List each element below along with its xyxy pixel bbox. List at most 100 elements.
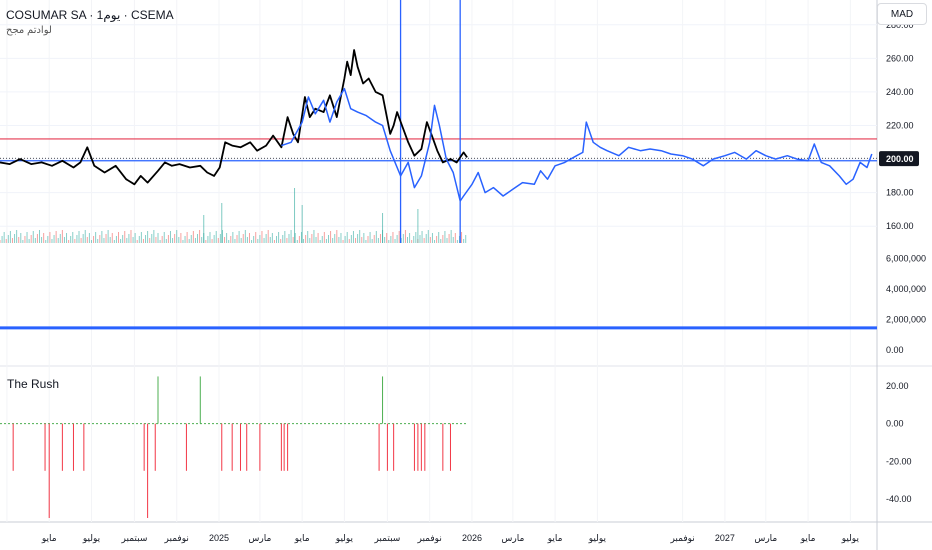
volume-bar (32, 231, 34, 243)
volume-bar (9, 231, 11, 243)
rush-tick-label: 0.00 (886, 419, 904, 429)
volume-bar (149, 238, 151, 243)
volume-bar (398, 231, 400, 243)
time-tick-label: يوليو (588, 533, 607, 543)
volume-bar (436, 236, 438, 243)
volume-bar (236, 235, 238, 243)
volume-bar (57, 238, 59, 243)
volume-bar (194, 238, 196, 243)
volume-bar (315, 237, 317, 243)
projection-line (281, 87, 873, 202)
volume-bar (334, 234, 336, 243)
volume-bar (434, 240, 436, 243)
volume-bar (321, 236, 323, 243)
volume-bar (282, 235, 284, 243)
volume-bar (357, 234, 359, 243)
volume-bar (332, 238, 334, 243)
volume-bar (115, 236, 117, 243)
volume-bar (344, 236, 346, 243)
volume-bar (415, 232, 417, 243)
volume-bar (257, 239, 259, 243)
volume-bar (109, 237, 111, 243)
volume-bar (363, 233, 365, 243)
time-tick-label: نوفمبر (417, 533, 442, 543)
volume-bar (390, 236, 392, 243)
time-tick-label: مارس (754, 533, 777, 543)
volume-bar (24, 236, 26, 243)
volume-bar (296, 240, 298, 243)
symbol-subtitle: لوادتم مجح (6, 25, 52, 36)
volume-bar (348, 239, 350, 243)
volume-bar (165, 239, 167, 243)
volume-bar (392, 232, 394, 243)
volume-bar (174, 234, 176, 243)
volume-bar (286, 238, 288, 243)
volume-bar (188, 239, 190, 243)
volume-bar (300, 232, 302, 243)
volume-bar (226, 233, 228, 243)
time-tick-label: مارس (248, 533, 271, 543)
volume-bar (327, 235, 329, 243)
volume-bar (63, 237, 65, 243)
volume-bar (182, 240, 184, 243)
volume-bar (379, 234, 381, 243)
volume-bar (242, 234, 244, 243)
volume-bar (407, 237, 409, 243)
volume-bar (86, 237, 88, 243)
volume-bar (280, 239, 282, 243)
volume-bar (76, 235, 78, 243)
volume-bar (290, 230, 292, 243)
volume-bar (261, 231, 263, 243)
volume-bar (240, 238, 242, 243)
volume-bar (361, 237, 363, 243)
volume-bar (95, 232, 97, 243)
volume-bar (248, 233, 250, 243)
volume-bar (219, 234, 221, 243)
volume-bar (278, 232, 280, 243)
volume-bar (221, 203, 223, 243)
volume-bar (265, 234, 267, 243)
volume-bar (224, 237, 226, 243)
volume-bar (311, 234, 313, 243)
volume-bar (244, 230, 246, 243)
volume-bar (413, 236, 415, 243)
volume-bar (113, 240, 115, 243)
volume-bar (140, 232, 142, 243)
volume-bar (36, 234, 38, 243)
volume-bar (28, 239, 30, 243)
volume-bar (68, 240, 70, 243)
time-tick-label: 2026 (462, 533, 482, 543)
volume-bar (203, 215, 205, 243)
currency-button[interactable]: MAD (877, 3, 927, 25)
volume-bar (365, 240, 367, 243)
volume-bar (184, 236, 186, 243)
volume-bar (452, 237, 454, 243)
volume-bar (338, 237, 340, 243)
volume-bar (454, 233, 456, 243)
volume-bar (465, 235, 467, 243)
volume-bar (157, 233, 159, 243)
volume-bar (438, 232, 440, 243)
volume-bar (66, 233, 68, 243)
volume-bar (205, 240, 207, 243)
volume-bar (461, 232, 463, 243)
volume-bar (192, 231, 194, 243)
volume-bar (442, 235, 444, 243)
volume-bar (159, 240, 161, 243)
volume-bar (384, 237, 386, 243)
volume-bar (444, 231, 446, 243)
volume-bar (55, 231, 57, 243)
symbol-title: COSUMAR SA · 1يوم · CSEMA (6, 8, 174, 22)
volume-bar (446, 238, 448, 243)
volume-bar (440, 239, 442, 243)
volume-bar (128, 234, 130, 243)
volume-bar (359, 230, 361, 243)
volume-bar (294, 188, 296, 243)
volume-bar (305, 235, 307, 243)
volume-bar (45, 240, 47, 243)
volume-tick-label: 4,000,000 (886, 284, 926, 294)
volume-bar (138, 236, 140, 243)
price-tick-label: 180.00 (886, 188, 914, 198)
volume-bar (269, 237, 271, 243)
